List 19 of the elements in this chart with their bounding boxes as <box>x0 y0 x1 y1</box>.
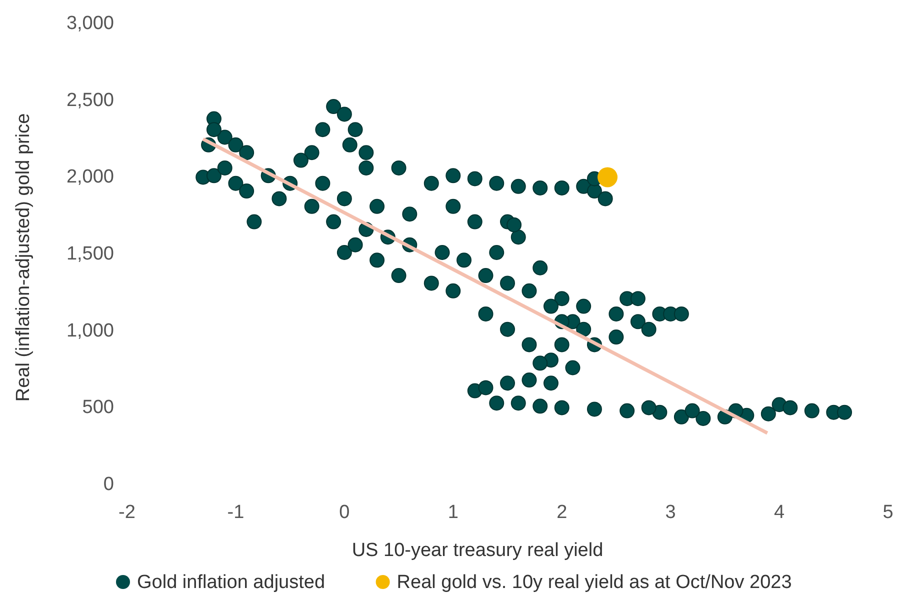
x-tick-label: -1 <box>227 502 244 523</box>
x-tick-label: 2 <box>556 502 568 523</box>
x-tick-label: -2 <box>118 502 136 523</box>
y-tick-label: 2,500 <box>66 90 114 111</box>
y-tick-label: 500 <box>82 397 114 418</box>
y-tick-label: 3,000 <box>66 13 114 34</box>
x-axis-title: US 10-year treasury real yield <box>352 540 604 561</box>
y-tick-label: 2,000 <box>66 166 114 188</box>
x-tick-label: 0 <box>339 502 350 523</box>
y-tick-label: 0 <box>103 474 114 495</box>
y-tick-label: 1,500 <box>66 244 114 264</box>
x-tick-label: 4 <box>774 502 785 523</box>
y-tick-label: 1,000 <box>66 320 114 342</box>
y-axis-title: Real (inflation-adjusted) gold price <box>13 113 34 402</box>
legend-label: Gold inflation adjusted <box>137 572 326 593</box>
x-tick-label: 3 <box>665 502 676 523</box>
x-tick-label: 1 <box>448 502 458 523</box>
x-tick-label: 5 <box>882 502 894 523</box>
legend-label: Real gold vs. 10y real yield as at Oct/Nov 2023 <box>396 572 792 593</box>
